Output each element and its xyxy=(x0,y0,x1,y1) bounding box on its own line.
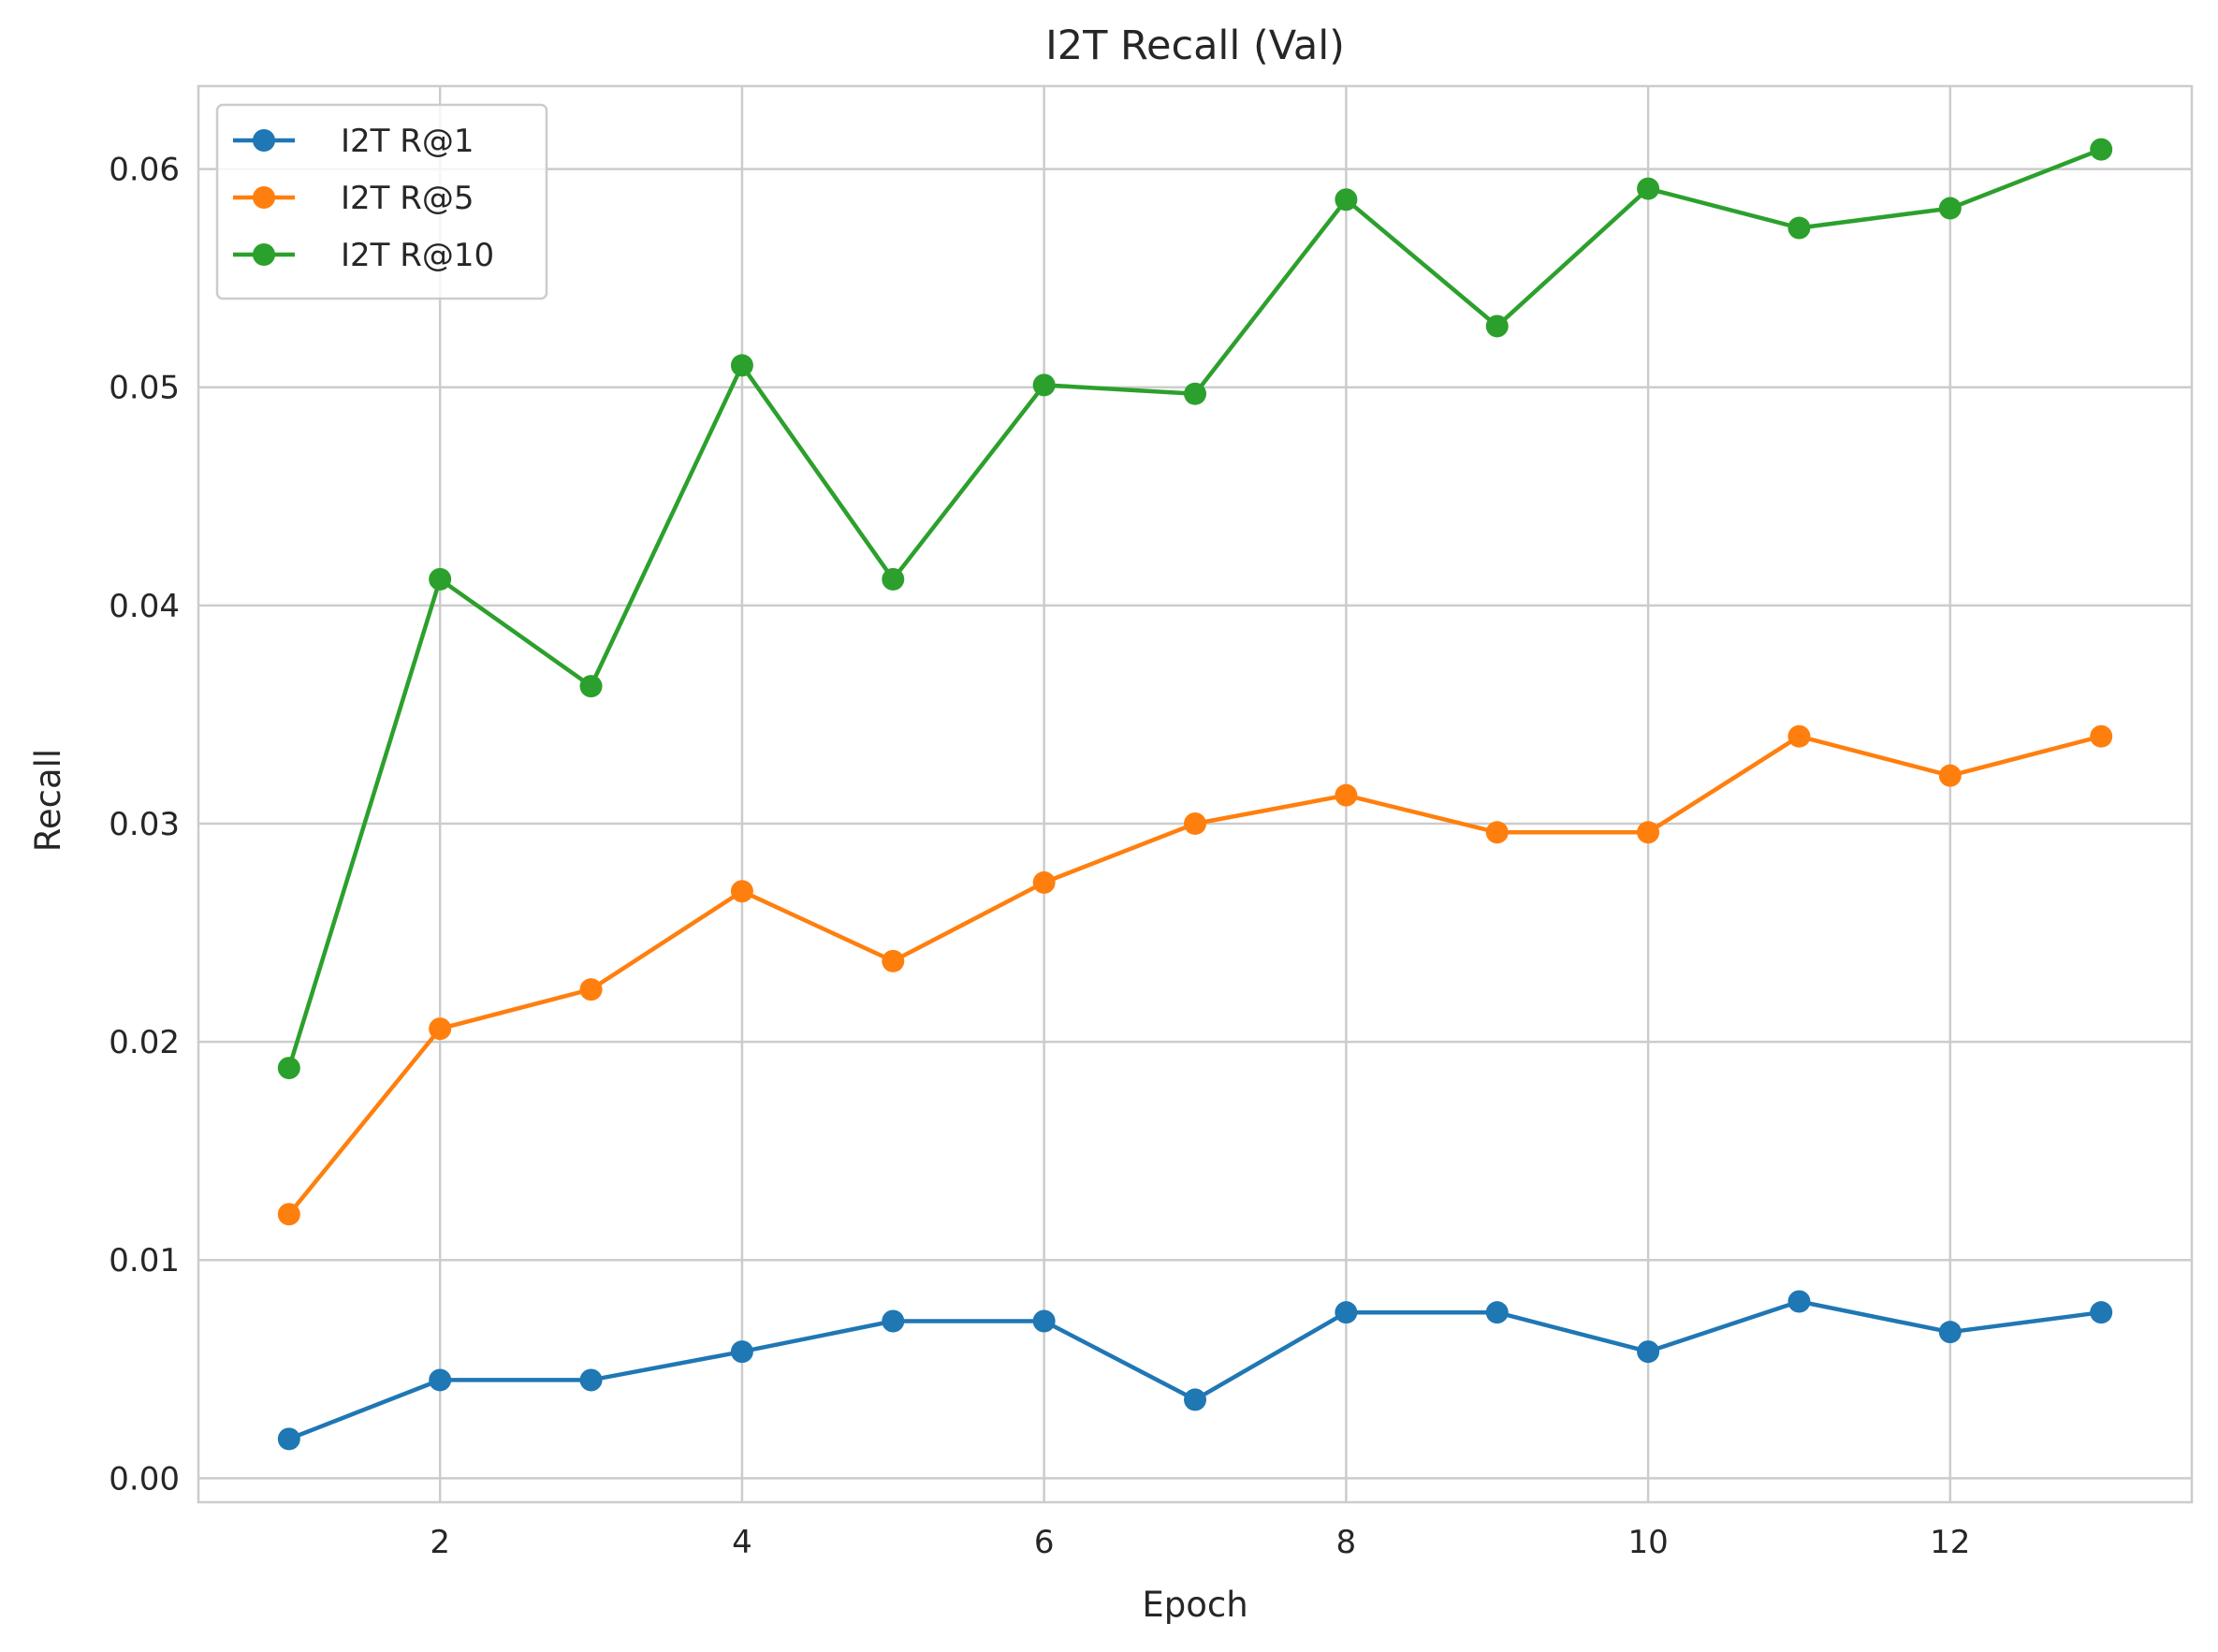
data-point xyxy=(1637,177,1660,200)
y-axis-label: Recall xyxy=(28,749,68,852)
y-tick-label: 0.04 xyxy=(109,588,180,625)
x-tick-label: 8 xyxy=(1336,1524,1357,1561)
series-3 xyxy=(277,138,2113,1080)
data-point xyxy=(1938,197,1962,220)
x-tick-label: 4 xyxy=(732,1524,752,1561)
data-point xyxy=(1788,724,1811,748)
data-point xyxy=(2090,138,2113,161)
series-1 xyxy=(277,1290,2113,1451)
x-tick-label: 2 xyxy=(430,1524,450,1561)
data-point xyxy=(1032,1309,1056,1333)
x-tick-label: 6 xyxy=(1034,1524,1055,1561)
y-tick-label: 0.05 xyxy=(109,370,180,407)
data-point xyxy=(429,1017,452,1041)
data-point xyxy=(1335,188,1358,212)
data-point xyxy=(1637,1340,1660,1364)
data-point xyxy=(1335,1301,1358,1324)
data-point xyxy=(882,1309,905,1333)
legend-marker xyxy=(253,129,275,152)
y-tick-label: 0.06 xyxy=(109,152,180,189)
data-point xyxy=(730,1340,753,1364)
data-point xyxy=(882,949,905,972)
data-point xyxy=(429,1368,452,1392)
legend-marker xyxy=(253,186,275,209)
chart-title: I2T Recall (Val) xyxy=(1045,22,1345,69)
series-2 xyxy=(277,724,2113,1226)
data-point xyxy=(1485,821,1509,844)
series-layer xyxy=(277,138,2113,1451)
data-point xyxy=(1184,811,1206,835)
data-point xyxy=(1184,382,1206,405)
x-tick-label: 12 xyxy=(1930,1524,1970,1561)
y-tick-label: 0.00 xyxy=(109,1460,180,1498)
x-tick-label: 10 xyxy=(1627,1524,1668,1561)
legend-label: I2T R@5 xyxy=(341,180,474,217)
data-point xyxy=(882,567,905,591)
y-tick-label: 0.03 xyxy=(109,806,180,843)
data-point xyxy=(1485,1301,1509,1324)
data-point xyxy=(277,1427,300,1451)
data-point xyxy=(277,1203,300,1226)
data-point xyxy=(1938,1321,1962,1344)
data-point xyxy=(1184,1388,1206,1411)
legend-label: I2T R@1 xyxy=(341,123,474,160)
data-point xyxy=(2090,1301,2113,1324)
data-point xyxy=(1788,216,1811,240)
y-tick-label: 0.02 xyxy=(109,1024,180,1061)
x-axis-label: Epoch xyxy=(1142,1585,1248,1625)
data-point xyxy=(1032,870,1056,894)
data-point xyxy=(1637,821,1660,844)
data-point xyxy=(1788,1290,1811,1313)
data-point xyxy=(1032,373,1056,397)
legend-box xyxy=(215,103,548,300)
data-point xyxy=(579,675,603,698)
legend-label: I2T R@10 xyxy=(341,237,494,274)
y-tick-label: 0.01 xyxy=(109,1242,180,1279)
data-point xyxy=(579,978,603,1001)
data-point xyxy=(2090,724,2113,748)
data-point xyxy=(1335,783,1358,807)
data-point xyxy=(730,880,753,903)
data-point xyxy=(429,567,452,591)
data-point xyxy=(579,1368,603,1392)
data-point xyxy=(1938,764,1962,787)
data-point xyxy=(277,1057,300,1080)
tick-labels: 2 4 6 8 10 12 0.00 0.01 0.02 0.03 0.04 0.05 0.06 xyxy=(109,152,1970,1561)
data-point xyxy=(1485,314,1509,338)
data-point xyxy=(730,354,753,377)
plot-frame xyxy=(197,84,2194,1504)
legend-marker xyxy=(253,243,275,266)
legend: I2T R@1 I2T R@5 I2T R@10 xyxy=(215,103,548,300)
